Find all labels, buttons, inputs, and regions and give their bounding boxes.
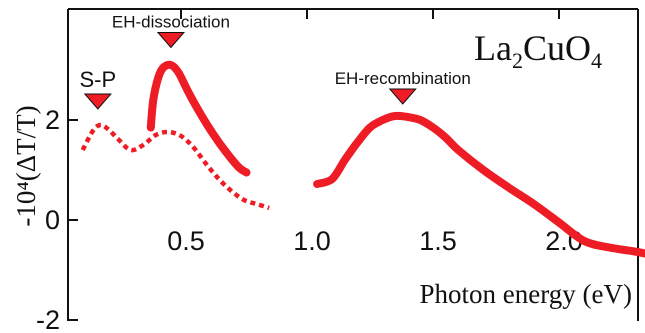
series-line-0 (80, 122, 270, 211)
compound-label-base-1: La (474, 28, 512, 68)
y-tick-label-1: 0 (45, 205, 60, 235)
annotation-marker-1 (156, 32, 186, 49)
y-tick-label-0: -2 (36, 305, 60, 333)
annotation-label-2: EH-recombination (335, 69, 471, 88)
y-axis-label: -10⁴(ΔT/T) (11, 105, 41, 226)
compound-label-sub-2: 4 (591, 48, 602, 73)
y-ticks-group: -2 0 2 (36, 105, 78, 333)
annotation-marker-0 (83, 93, 112, 110)
y-tick-label-2: 2 (45, 105, 60, 135)
annotation-label-1: EH-dissociation (112, 13, 230, 32)
x-tick-label-0: 0.5 (167, 226, 205, 256)
annotations-group: S-P EH-dissociation EH-recombination (79, 13, 471, 110)
annotation-label-0: S-P (79, 67, 116, 92)
chart-frame (67, 8, 639, 321)
series-group (80, 60, 645, 258)
compound-label-sub-1: 2 (512, 48, 523, 73)
series-line-1 (146, 60, 251, 177)
compound-label: La2CuO4 (474, 28, 602, 73)
x-ticks-group: 0.5 1.0 1.5 2.0 (167, 9, 583, 256)
series-line-2 (313, 111, 645, 258)
x-tick-label-1: 1.0 (293, 226, 331, 256)
x-axis-label: Photon energy (eV) (420, 279, 632, 309)
annotation-marker-2 (388, 88, 417, 105)
x-tick-label-2: 1.5 (419, 226, 457, 256)
compound-label-base-2: CuO (523, 28, 591, 68)
